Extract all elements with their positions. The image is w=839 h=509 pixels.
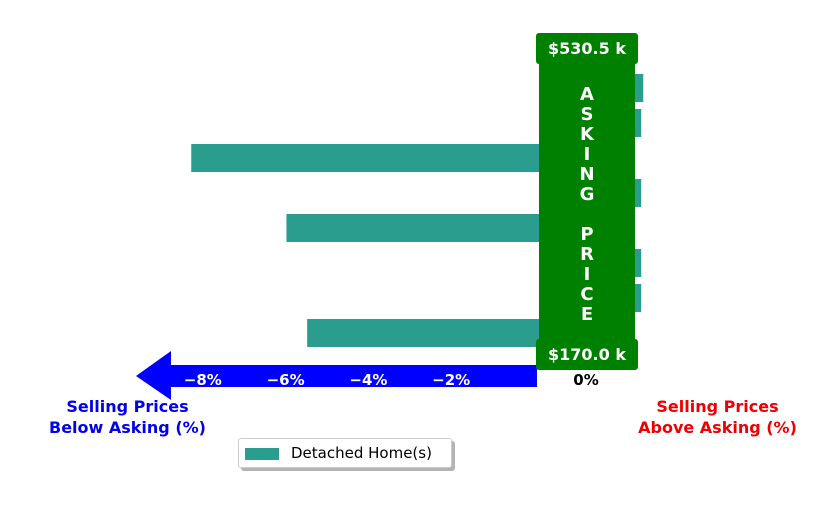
bottom-price-box (536, 339, 638, 370)
x-tick-label: −8% (184, 371, 222, 389)
legend-swatch (245, 448, 279, 460)
legend-label: Detached Home(s) (291, 444, 432, 462)
x-tick-label: −2% (432, 371, 470, 389)
below-asking-arrow-shape (136, 351, 537, 400)
below-asking-arrow (136, 351, 537, 400)
x-tick-label: −4% (349, 371, 387, 389)
bar-2 (191, 144, 540, 172)
bar-7 (307, 319, 539, 347)
bar-6 (635, 284, 642, 312)
bar-3 (635, 179, 642, 207)
bottom-price-label: $170.0 k (548, 345, 626, 364)
top-price-label: $530.5 k (548, 39, 626, 58)
chart-legend: Detached Home(s) (238, 438, 452, 468)
bar-4 (286, 214, 539, 242)
top-price-box (536, 33, 638, 64)
bar-0 (635, 74, 644, 102)
below-asking-label: Selling Prices Below Asking (%) (49, 397, 206, 437)
asking-price-column (539, 58, 635, 344)
above-asking-label: Selling Prices Above Asking (%) (638, 397, 797, 437)
bar-5 (635, 249, 642, 277)
x-tick-label: 0% (573, 371, 598, 389)
bar-1 (635, 109, 642, 137)
bars-layer (191, 74, 644, 347)
x-tick-label: −6% (267, 371, 305, 389)
x-axis-ticks: −8% −6% −4% −2% 0% (184, 371, 599, 389)
